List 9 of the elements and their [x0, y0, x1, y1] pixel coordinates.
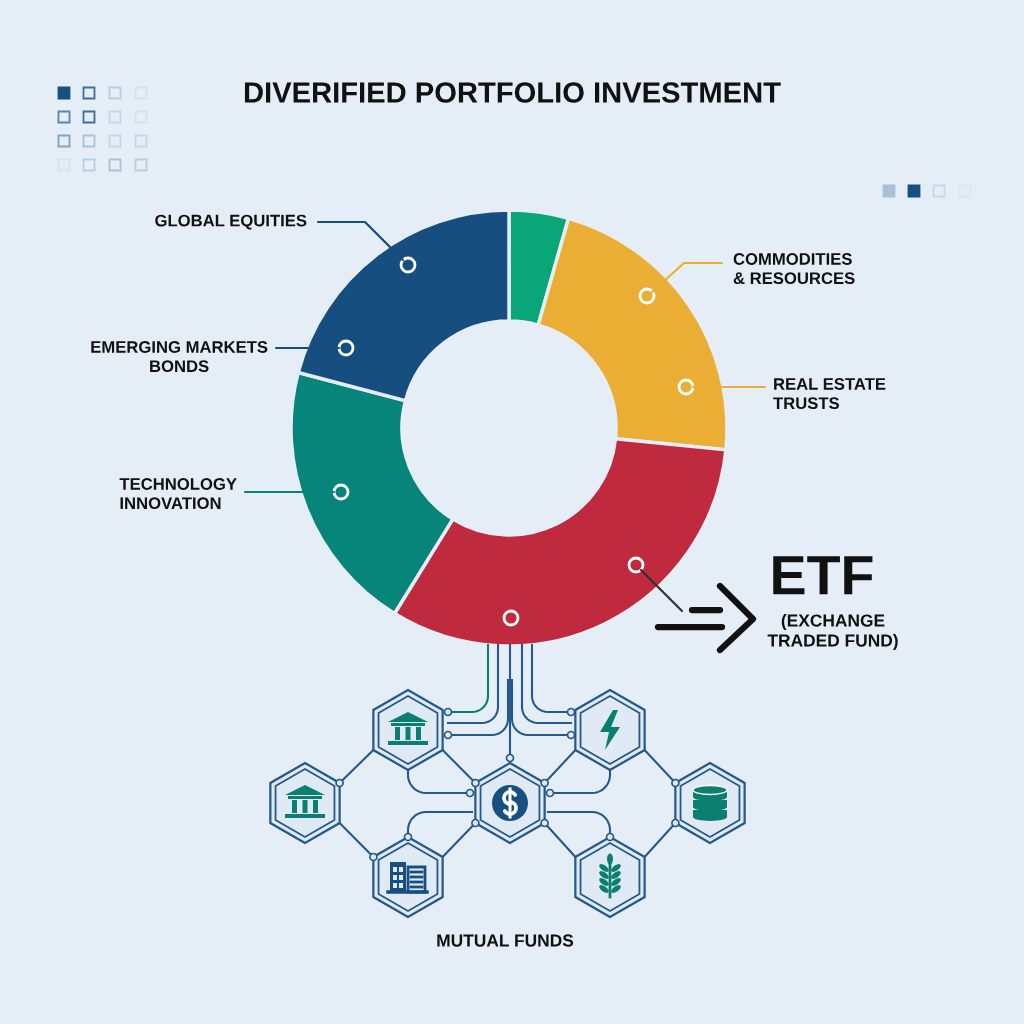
- text: MUTUAL FUNDS: [437, 934, 574, 947]
- slice-label: TECHNOLOGY INNOVATION: [119, 478, 237, 510]
- slice-label: COMMODITIES & RESOURCES: [733, 253, 855, 285]
- slice-label: ETF: [773, 556, 873, 595]
- chart-title: DIVERIFIED PORTFOLIO INVESTMENT: [244, 82, 781, 103]
- text: REAL ESTATE TRUSTS: [773, 378, 886, 410]
- text: (EXCHANGE TRADED FUND): [767, 613, 898, 651]
- slice-label: GLOBAL EQUITIES: [155, 214, 307, 230]
- text: EMERGING MARKETS BONDS: [91, 341, 268, 373]
